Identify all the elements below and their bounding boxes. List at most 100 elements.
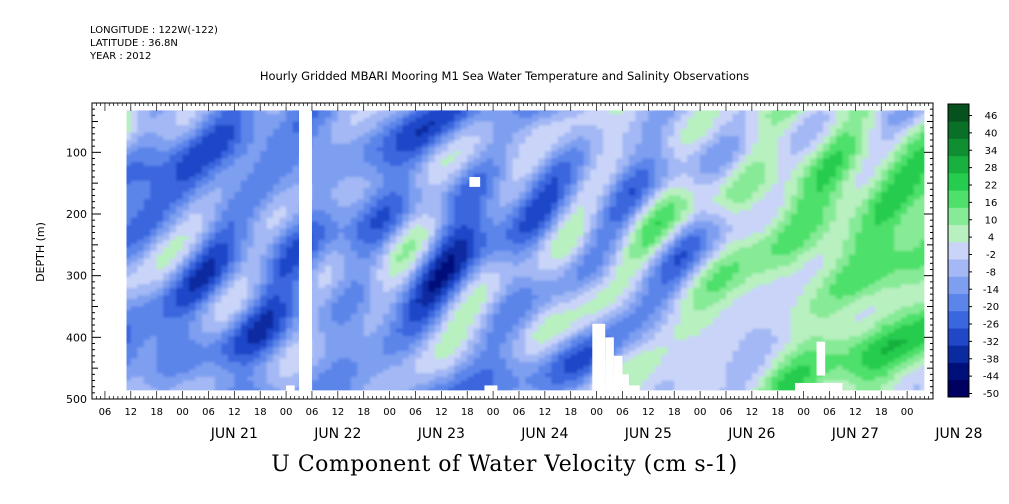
heatmap-cell xyxy=(273,158,281,163)
heatmap-cell xyxy=(240,243,248,248)
heatmap-cell xyxy=(331,114,339,119)
heatmap-cell xyxy=(415,147,423,152)
heatmap-cell xyxy=(240,154,248,160)
heatmap-cell xyxy=(279,265,287,271)
heatmap-cell xyxy=(389,236,397,241)
heatmap-cell xyxy=(337,384,345,389)
heatmap-cell xyxy=(214,210,222,215)
heatmap-cell xyxy=(240,147,248,152)
heatmap-cell xyxy=(130,162,138,167)
heatmap-cell xyxy=(344,110,352,115)
heatmap-cell xyxy=(454,147,462,152)
heatmap-cell xyxy=(441,254,449,259)
heatmap-cell xyxy=(486,321,494,326)
heatmap-cell xyxy=(182,262,190,267)
heatmap-cell xyxy=(486,380,494,385)
heatmap-cell xyxy=(143,217,151,222)
heatmap-cell xyxy=(467,154,475,160)
heatmap-cell xyxy=(324,325,332,330)
heatmap-cell xyxy=(221,269,229,274)
heatmap-cell xyxy=(273,302,281,308)
heatmap-cell xyxy=(208,336,216,341)
heatmap-cell xyxy=(363,325,371,330)
heatmap-cell xyxy=(279,306,287,311)
heatmap-cell xyxy=(124,362,132,367)
heatmap-cell xyxy=(234,225,242,230)
heatmap-cell xyxy=(214,247,222,252)
heatmap-cell xyxy=(163,162,171,167)
heatmap-cell xyxy=(273,306,281,311)
heatmap-cell xyxy=(447,358,455,363)
heatmap-cell xyxy=(227,354,235,359)
heatmap-cell xyxy=(396,313,404,319)
heatmap-cell xyxy=(376,310,384,315)
heatmap-cell xyxy=(467,358,475,363)
heatmap-cell xyxy=(208,321,216,326)
heatmap-cell xyxy=(169,251,177,256)
heatmap-cell xyxy=(208,128,216,134)
heatmap-cell xyxy=(156,288,164,293)
heatmap-cell xyxy=(124,195,132,200)
heatmap-cell xyxy=(337,169,345,174)
heatmap-cell xyxy=(441,306,449,311)
heatmap-cell xyxy=(480,228,488,234)
heatmap-cell xyxy=(447,373,455,378)
heatmap-cell xyxy=(376,273,384,278)
heatmap-cell xyxy=(434,158,442,163)
heatmap-cell xyxy=(292,214,300,219)
heatmap-cell xyxy=(195,254,203,259)
heatmap-cell xyxy=(234,110,242,115)
heatmap-cell xyxy=(460,136,468,141)
heatmap-cell xyxy=(415,317,423,322)
heatmap-cell xyxy=(363,369,371,374)
heatmap-cell xyxy=(182,162,190,167)
heatmap-cell xyxy=(480,143,488,148)
heatmap-cell xyxy=(467,236,475,241)
heatmap-cell xyxy=(312,169,320,174)
heatmap-cell xyxy=(176,121,184,126)
heatmap-cell xyxy=(421,350,429,356)
heatmap-cell xyxy=(253,232,261,237)
heatmap-cell xyxy=(195,199,203,204)
heatmap-cell xyxy=(409,269,417,274)
heatmap-cell xyxy=(357,373,365,378)
heatmap-cell xyxy=(402,143,410,148)
heatmap-cell xyxy=(337,321,345,326)
heatmap-cell xyxy=(286,121,294,126)
heatmap-cell xyxy=(150,380,158,385)
heatmap-cell xyxy=(480,217,488,222)
heatmap-cell xyxy=(460,202,468,208)
heatmap-cell xyxy=(130,177,138,182)
heatmap-cell xyxy=(370,276,378,282)
heatmap-cell xyxy=(415,217,423,222)
heatmap-cell xyxy=(279,243,287,248)
heatmap-cell xyxy=(195,117,203,123)
heatmap-cell xyxy=(221,132,229,137)
heatmap-cell xyxy=(208,284,216,289)
heatmap-cell xyxy=(266,273,274,278)
heatmap-cell xyxy=(312,269,320,274)
heatmap-cell xyxy=(234,387,242,393)
heatmap-cell xyxy=(189,236,197,241)
heatmap-cell xyxy=(486,147,494,152)
heatmap-cell xyxy=(447,173,455,178)
heatmap-cell xyxy=(421,177,429,182)
heatmap-cell xyxy=(195,162,203,167)
heatmap-cell xyxy=(124,332,132,337)
heatmap-cell xyxy=(421,251,429,256)
heatmap-cell xyxy=(169,177,177,182)
heatmap-cell xyxy=(279,136,287,141)
heatmap-cell xyxy=(253,221,261,226)
heatmap-cell xyxy=(292,121,300,126)
heatmap-cell xyxy=(292,132,300,137)
heatmap-cell xyxy=(292,136,300,141)
heatmap-cell xyxy=(480,291,488,296)
heatmap-cell xyxy=(253,332,261,337)
heatmap-cell xyxy=(337,347,345,352)
heatmap-cell xyxy=(176,380,184,385)
heatmap-cell xyxy=(137,321,145,326)
heatmap-cell xyxy=(357,165,365,171)
heatmap-cell xyxy=(389,210,397,215)
heatmap-cell xyxy=(143,387,151,393)
heatmap-cell xyxy=(415,180,423,185)
